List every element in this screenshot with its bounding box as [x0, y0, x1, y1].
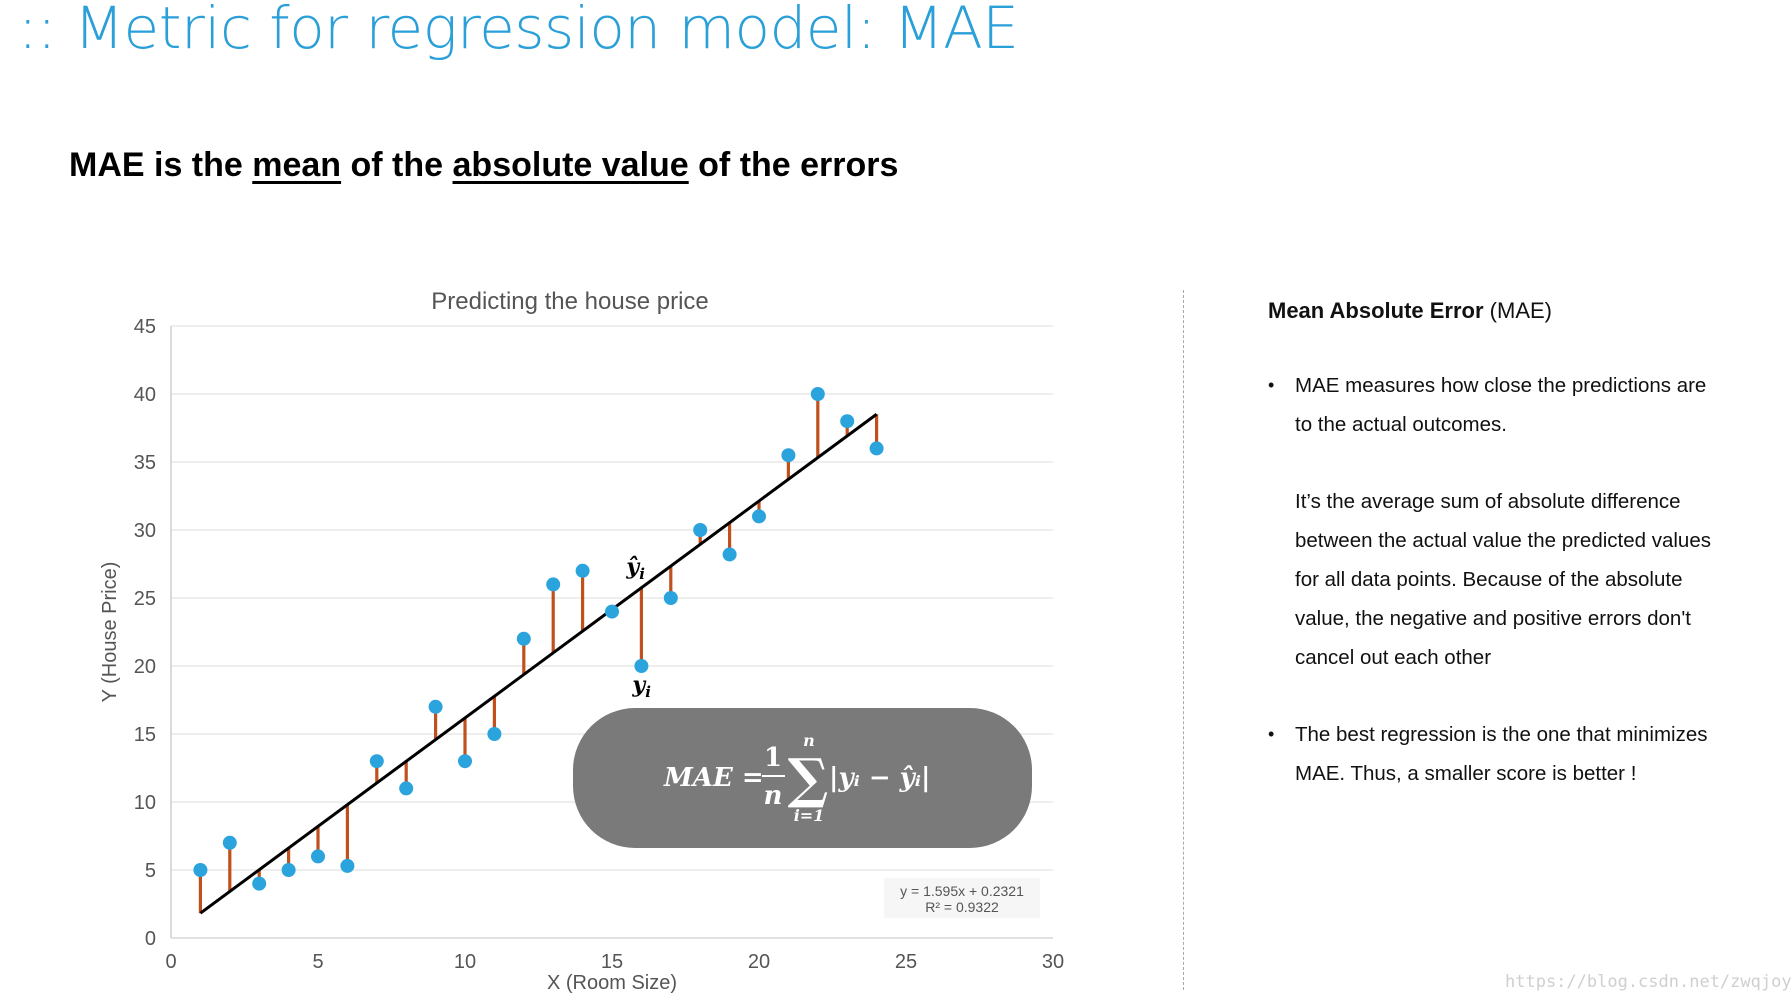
data-points: [193, 387, 884, 891]
x-tick-label: 5: [312, 951, 323, 973]
bullet1-para2-line-5: cancel out each other: [1295, 646, 1492, 669]
x-tick-label: 0: [165, 951, 176, 973]
annotation-y-subscript: i: [645, 683, 651, 701]
bullet1-para2-line-2: between the actual value the predicted v…: [1295, 529, 1711, 552]
data-point: [752, 509, 766, 524]
chart-title: Predicting the house price: [431, 288, 709, 315]
panel-heading: Mean Absolute Error (MAE): [1268, 296, 1748, 326]
y-axis-label: Y (House Price): [99, 562, 121, 703]
slide-title: :: Metric for regression model: MAE: [18, 0, 1019, 62]
trendline-equation-box: y = 1.595x + 0.2321 R² = 0.9322: [884, 878, 1040, 918]
y-tick-label: 35: [134, 452, 156, 474]
formula-sum-top: n: [803, 731, 815, 750]
trendline-r-squared: R² = 0.9322: [925, 899, 999, 915]
panel-heading-rest: (MAE): [1483, 298, 1553, 323]
annotation-yhat: ŷi: [625, 554, 645, 583]
data-point: [340, 858, 355, 873]
data-point: [222, 835, 237, 850]
bullet-best-regression: • The best regression is the one that mi…: [1268, 715, 1748, 793]
watermark: https://blog.csdn.net/zwqjoy: [1505, 972, 1792, 992]
formula-box: MAE = 1 n n ∑ i=1 |yᵢ − ŷᵢ|: [573, 708, 1032, 848]
mae-explanation-panel: Mean Absolute Error (MAE) • MAE measures…: [1268, 296, 1748, 793]
data-point: [252, 876, 267, 891]
y-tick-label: 25: [134, 588, 156, 610]
y-tick-label: 15: [134, 724, 156, 746]
panel-heading-bold: Mean Absolute Error: [1268, 298, 1484, 323]
data-point: [428, 699, 443, 714]
data-point: [193, 863, 208, 877]
data-point: [369, 754, 384, 769]
annotation-y-symbol: y: [631, 672, 647, 698]
data-point: [399, 781, 414, 796]
data-point: [605, 604, 619, 619]
data-point: [810, 387, 825, 401]
x-tick-label: 20: [748, 951, 770, 973]
annotation-yhat-subscript: i: [639, 565, 645, 583]
data-point: [634, 659, 649, 673]
annotation-y: yi: [631, 672, 651, 701]
data-point: [281, 863, 296, 877]
y-tick-label: 45: [134, 316, 156, 338]
svg-text:ŷi: ŷi: [625, 554, 645, 583]
y-tick-label: 20: [134, 656, 156, 678]
trendline-equation: y = 1.595x + 0.2321: [900, 883, 1024, 899]
x-tick-label: 10: [454, 951, 476, 973]
bullet2-line-2: MAE. Thus, a smaller score is better !: [1295, 762, 1637, 785]
subtitle-emphasis-mean: mean: [252, 146, 342, 184]
bullet1-para2-line-3: for all data points. Because of the abso…: [1295, 568, 1683, 591]
formula-lhs: MAE =: [663, 763, 764, 793]
data-point: [869, 441, 884, 456]
data-point: [311, 849, 325, 864]
bullet1-paragraph-2: It’s the average sum of absolute differe…: [1295, 482, 1748, 677]
bullet-marker: •: [1268, 724, 1275, 744]
y-tick-label: 0: [145, 928, 156, 950]
data-point: [516, 631, 531, 646]
bullet-closeness: • MAE measures how close the predictions…: [1268, 366, 1748, 677]
formula-sigma: ∑: [788, 746, 829, 810]
bullet2-line-1: The best regression is the one that mini…: [1295, 723, 1708, 746]
y-tick-label: 40: [134, 384, 156, 406]
formula-sum-bottom: i=1: [794, 806, 825, 825]
y-axis-ticks: 0 5 10 15 20 25 30 35 40 45: [134, 316, 156, 950]
svg-text:yi: yi: [631, 672, 651, 701]
subtitle-part-1: MAE is the: [69, 146, 253, 184]
data-point: [487, 727, 502, 741]
formula-numerator: 1: [764, 743, 782, 773]
annotation-yhat-symbol: ŷ: [625, 554, 641, 580]
slide-subtitle: MAE is the mean of the absolute value of…: [69, 146, 898, 185]
data-point: [663, 591, 678, 605]
data-point: [458, 754, 472, 769]
bullet1-line-1: MAE measures how close the predictions a…: [1295, 374, 1707, 397]
bullet1-para2-line-1: It’s the average sum of absolute differe…: [1295, 490, 1681, 513]
x-tick-label: 25: [895, 951, 917, 973]
data-point: [546, 577, 561, 592]
x-axis-ticks: 0 5 10 15 20 25 30: [165, 951, 1064, 973]
data-point: [722, 547, 737, 562]
data-point: [840, 414, 855, 429]
subtitle-part-3: of the errors: [688, 146, 899, 184]
x-axis-label: X (Room Size): [547, 972, 677, 994]
bullet1-para2-line-4: value, the negative and positive errors …: [1295, 607, 1691, 630]
formula-denominator: n: [764, 781, 783, 811]
subtitle-emphasis-absolute-value: absolute value: [452, 146, 689, 184]
data-point: [781, 448, 796, 463]
y-tick-label: 10: [134, 792, 156, 814]
formula-body: |yᵢ − ŷᵢ|: [829, 763, 930, 793]
x-tick-label: 15: [601, 951, 623, 973]
trendline: [199, 413, 878, 915]
data-point: [575, 563, 590, 578]
data-point: [693, 523, 708, 537]
bullet-marker: •: [1268, 375, 1275, 395]
y-tick-label: 5: [145, 860, 156, 882]
x-tick-label: 30: [1042, 951, 1064, 973]
section-divider: [1183, 290, 1184, 990]
bullet1-line-2: to the actual outcomes.: [1295, 413, 1507, 436]
y-tick-label: 30: [134, 520, 156, 542]
subtitle-part-2: of the: [341, 146, 453, 184]
